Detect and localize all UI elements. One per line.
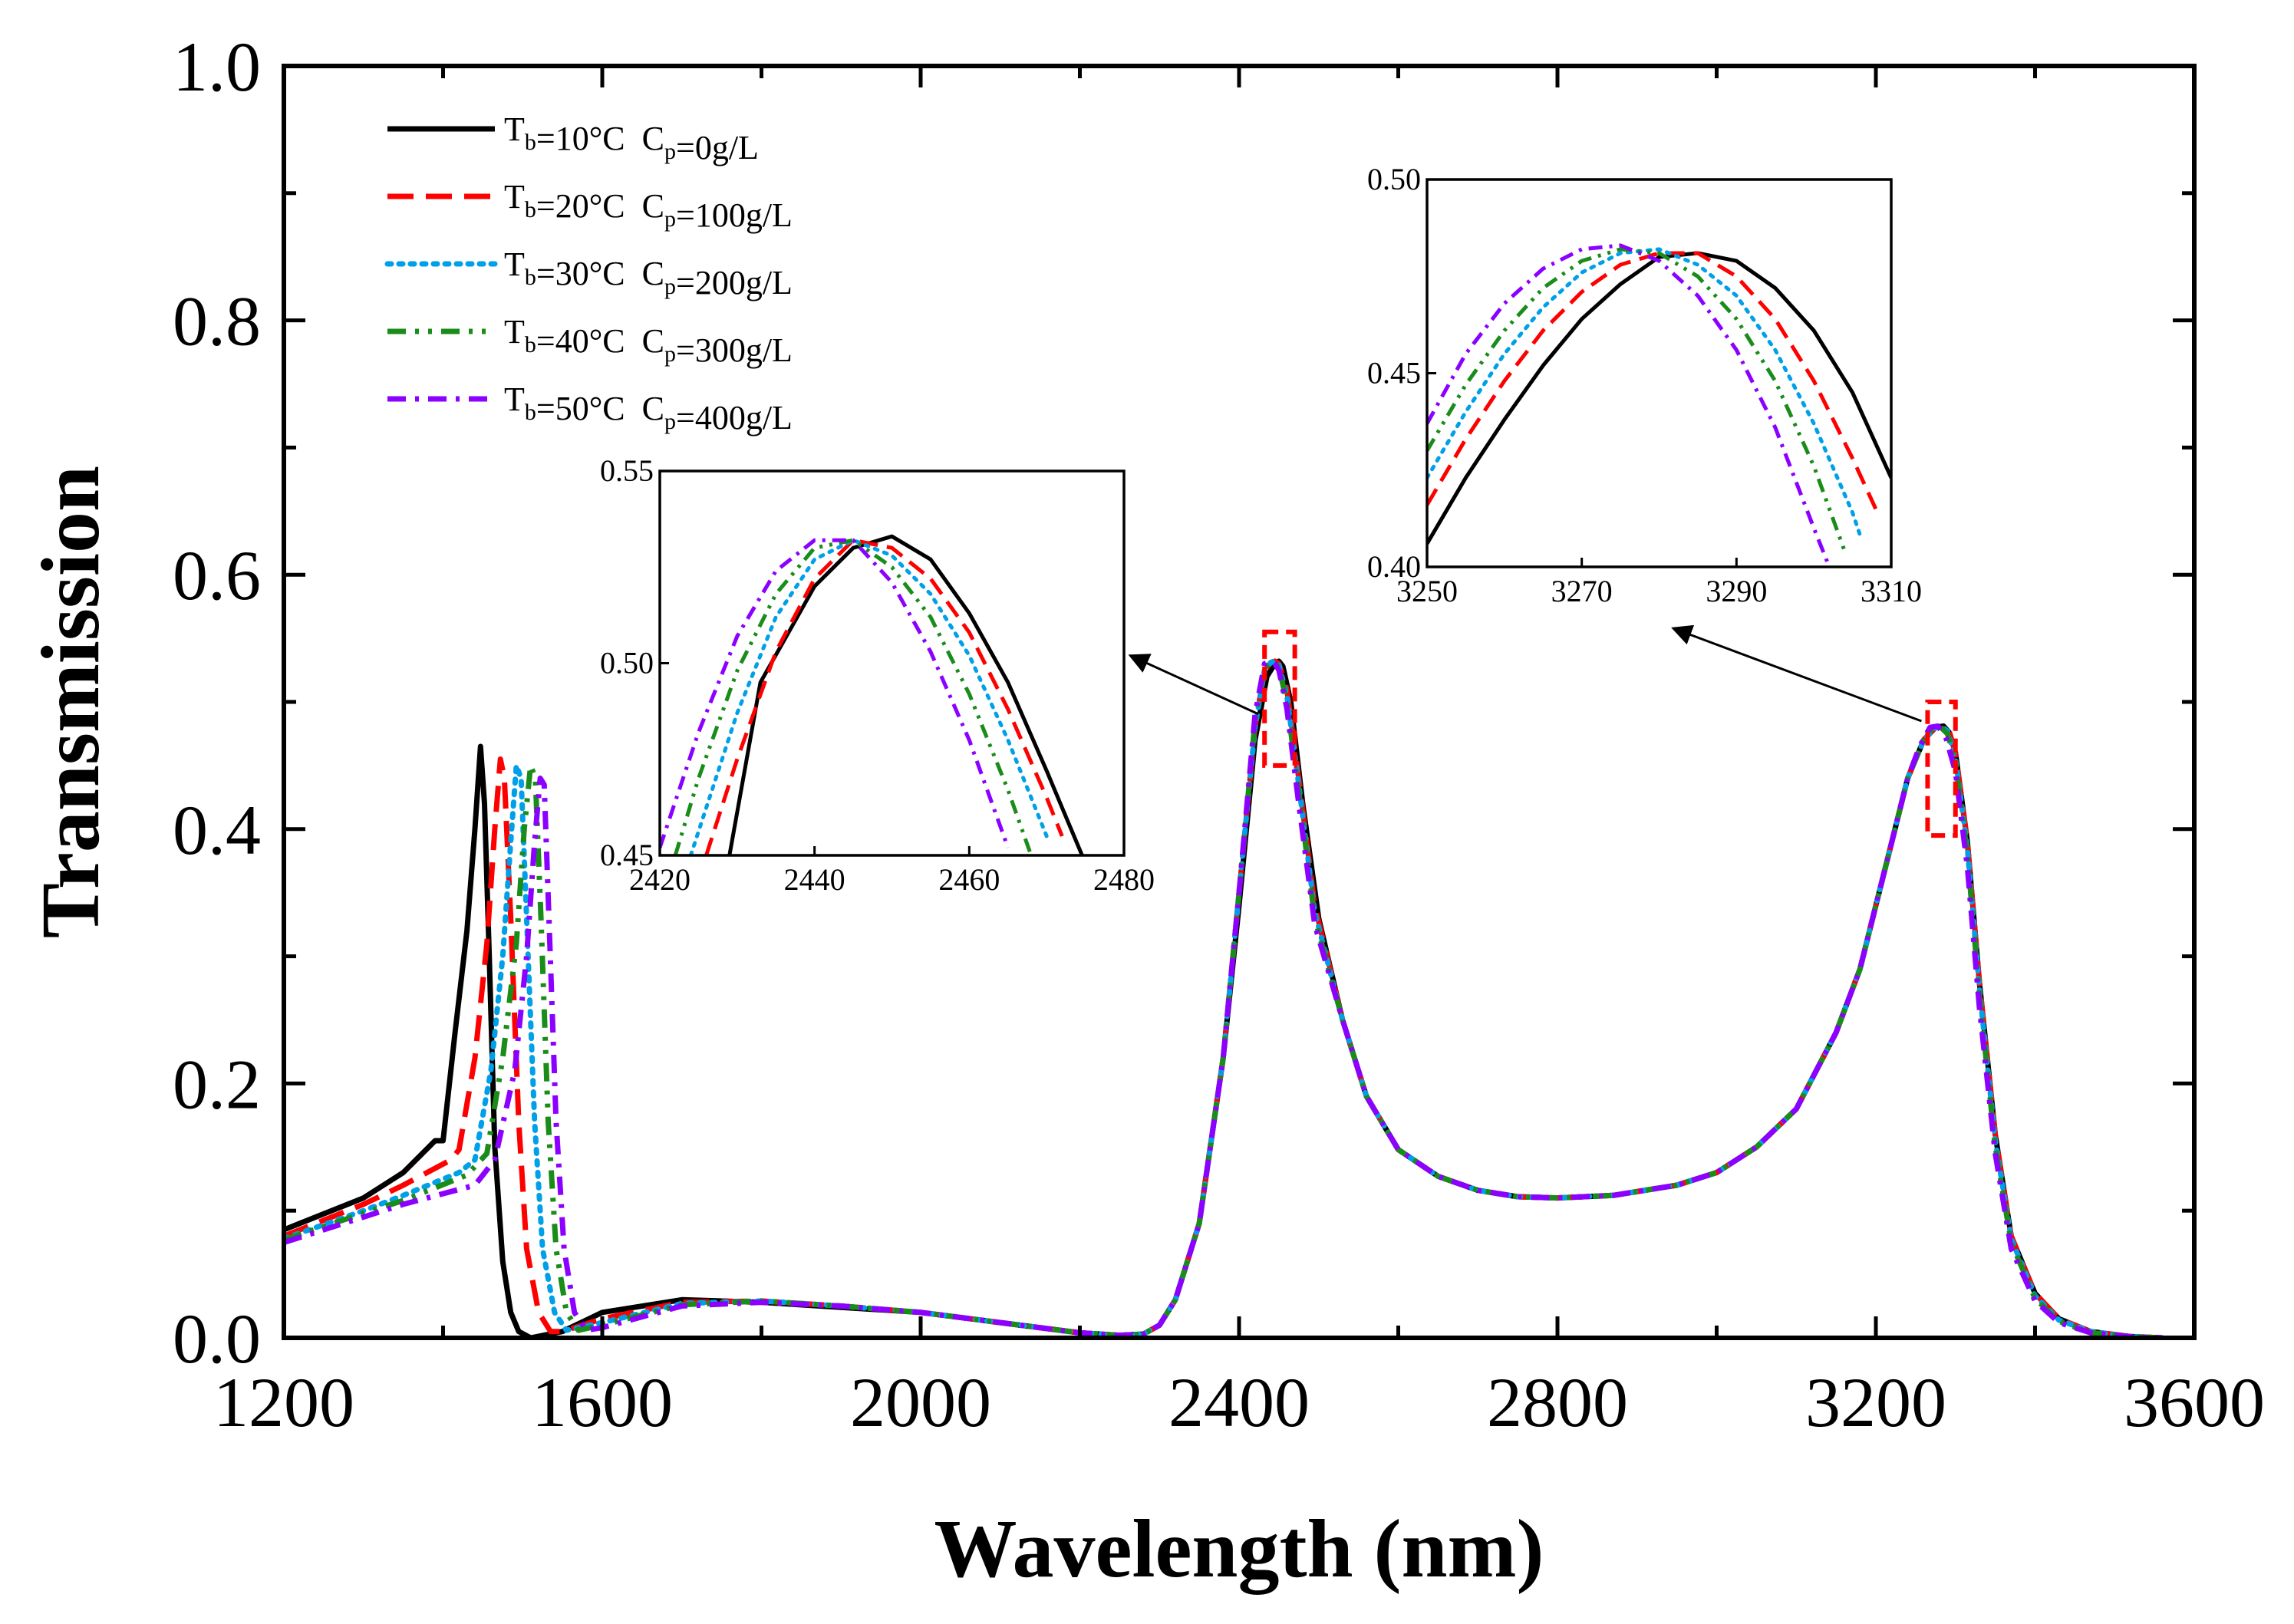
inset-3280-series bbox=[1427, 243, 1891, 567]
inset-2450-y-label: 0.45 bbox=[600, 838, 654, 872]
y-tick-label: 0.8 bbox=[173, 282, 261, 361]
inset-3280-ticks: 3250 3270 3290 3310 0.40 0.45 0.50 bbox=[1367, 162, 1922, 608]
inset-3280-x-label: 3290 bbox=[1706, 574, 1767, 608]
legend-label-3: Tb=30°C Cp=200g/L bbox=[504, 245, 793, 301]
inset-2450: 2420 2440 2460 2480 0.45 0.50 0.55 bbox=[583, 453, 1155, 897]
x-tick-label: 1600 bbox=[532, 1363, 673, 1441]
y-tick-label: 0.6 bbox=[173, 536, 261, 614]
main-ticks: 1200 1600 2000 2400 2800 3200 3600 0.0 0.2 0.4 0.6… bbox=[173, 28, 2265, 1441]
inset-2450-x-label: 2420 bbox=[629, 862, 691, 897]
legend-label-5: Tb=50°C Cp=400g/L bbox=[504, 380, 793, 436]
inset-3280-arrow bbox=[1671, 624, 1922, 723]
inset-2450-x-label: 2440 bbox=[784, 862, 845, 897]
legend-label-4: Tb=40°C Cp=300g/L bbox=[504, 313, 793, 369]
inset-2450-background bbox=[583, 471, 1124, 855]
inset-2450-line-2 bbox=[704, 538, 1064, 855]
inset-2450-series bbox=[660, 534, 1085, 855]
inset-3280-line-1 bbox=[1427, 251, 1891, 545]
inset-3280: 3250 3270 3290 3310 0.40 0.45 0.50 bbox=[1350, 162, 1922, 608]
series-line-4 bbox=[284, 660, 2163, 1338]
inset-3280-line-2 bbox=[1427, 251, 1878, 510]
legend-label-2: Tb=20°C Cp=100g/L bbox=[504, 178, 793, 234]
inset-2450-y-label: 0.55 bbox=[600, 453, 654, 488]
inset-2450-line-3 bbox=[688, 538, 1049, 855]
x-tick-label: 1200 bbox=[213, 1363, 354, 1441]
legend-label-1: Tb=10°C Cp=0g/L bbox=[504, 110, 759, 166]
x-tick-label: 2400 bbox=[1168, 1363, 1310, 1441]
inset-2450-x-label: 2460 bbox=[938, 862, 1000, 897]
inset-3280-y-label: 0.40 bbox=[1367, 549, 1421, 584]
y-tick-label: 0.2 bbox=[173, 1045, 261, 1123]
inset-2450-arrow bbox=[1128, 654, 1259, 716]
x-tick-label: 3600 bbox=[2124, 1363, 2265, 1441]
x-tick-label: 3200 bbox=[1805, 1363, 1946, 1441]
inset-3280-y-label: 0.45 bbox=[1367, 356, 1421, 390]
inset-2450-ticks: 2420 2440 2460 2480 0.45 0.50 0.55 bbox=[600, 453, 1155, 897]
y-tick-label: 1.0 bbox=[173, 28, 261, 106]
main-series-group bbox=[284, 658, 2165, 1338]
series-line-2 bbox=[284, 658, 2163, 1338]
inset-3280-zoom-box bbox=[1925, 700, 1958, 838]
x-tick-label: 2800 bbox=[1487, 1363, 1628, 1441]
y-axis-title: Transmission bbox=[25, 466, 117, 938]
inset-3280-x-label: 3310 bbox=[1861, 574, 1922, 608]
inset-3280-line-5 bbox=[1427, 243, 1831, 567]
legend: Tb=10°C Cp=0g/L Tb=20°C Cp=100g/L Tb=30°C … bbox=[384, 110, 793, 436]
inset-3280-x-label: 3270 bbox=[1551, 574, 1613, 608]
inset-2450-x-label: 2480 bbox=[1093, 862, 1155, 897]
inset-2450-zoom-box bbox=[1262, 629, 1297, 768]
series-line-3 bbox=[284, 658, 2165, 1338]
y-tick-label: 0.4 bbox=[173, 791, 261, 869]
zoom-markers bbox=[1128, 624, 1958, 838]
inset-2450-line-5 bbox=[660, 538, 1010, 848]
x-tick-label: 2000 bbox=[850, 1363, 991, 1441]
x-axis-title: Wavelength (nm) bbox=[934, 1504, 1544, 1595]
inset-2450-line-4 bbox=[673, 538, 1033, 855]
series-line-1 bbox=[284, 658, 2163, 1338]
y-tick-label: 0.0 bbox=[173, 1300, 261, 1378]
inset-3280-line-3 bbox=[1427, 247, 1863, 539]
series-line-5 bbox=[284, 658, 2163, 1338]
inset-2450-y-label: 0.50 bbox=[600, 646, 654, 680]
inset-2450-line-1 bbox=[727, 534, 1085, 855]
inset-3280-y-label: 0.50 bbox=[1367, 162, 1421, 196]
inset-3280-x-label: 3250 bbox=[1396, 574, 1458, 608]
